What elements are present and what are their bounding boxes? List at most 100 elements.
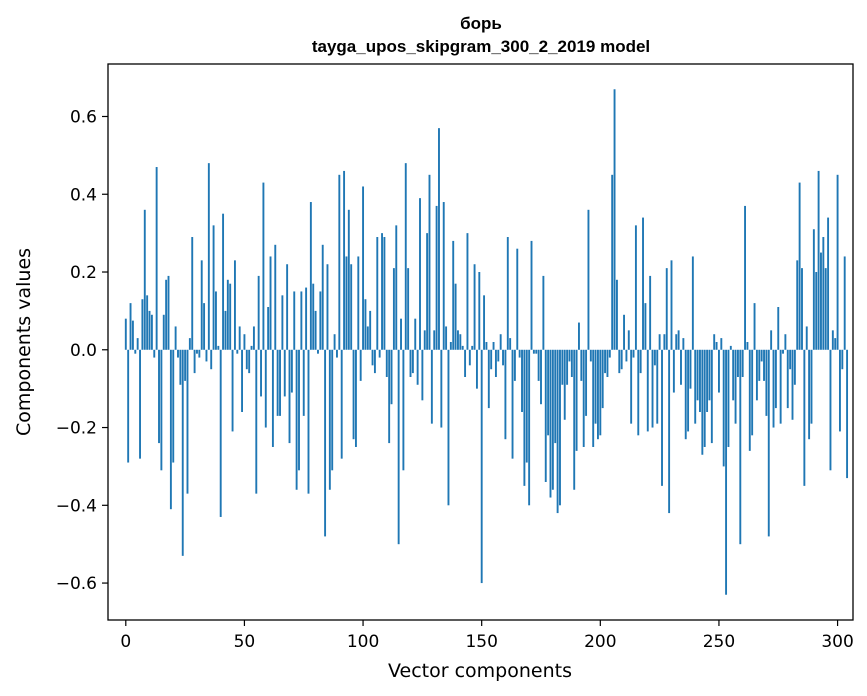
bar bbox=[366, 326, 369, 350]
bar bbox=[433, 330, 436, 350]
bar bbox=[331, 349, 334, 471]
bar bbox=[763, 349, 765, 381]
bar bbox=[639, 349, 642, 374]
bar bbox=[575, 349, 578, 451]
bar bbox=[758, 349, 761, 381]
y-axis: −0.6 −0.4 −0.2 0.0 0.2 0.4 0.6 bbox=[56, 107, 108, 594]
bar bbox=[428, 174, 431, 350]
bar bbox=[288, 349, 291, 444]
bar bbox=[452, 240, 455, 350]
bar bbox=[390, 349, 393, 405]
bar bbox=[487, 349, 490, 409]
bar bbox=[136, 338, 139, 350]
bar bbox=[196, 349, 198, 354]
y-tick-label: 0.2 bbox=[70, 263, 97, 283]
bar bbox=[340, 349, 343, 459]
bar bbox=[502, 349, 504, 366]
y-tick-label: 0.0 bbox=[70, 341, 97, 361]
bar bbox=[471, 345, 474, 350]
bar bbox=[193, 349, 196, 374]
bar bbox=[426, 233, 429, 350]
bar bbox=[772, 349, 775, 428]
bar bbox=[578, 322, 580, 350]
bar bbox=[395, 225, 398, 350]
bar bbox=[167, 275, 170, 350]
bar bbox=[846, 349, 849, 479]
bar bbox=[566, 349, 569, 385]
bar bbox=[302, 349, 305, 416]
bar bbox=[803, 349, 806, 486]
bar bbox=[252, 326, 255, 350]
bar bbox=[841, 349, 844, 370]
bar bbox=[475, 349, 478, 389]
x-tick-label: 0 bbox=[120, 632, 131, 652]
bar bbox=[281, 295, 284, 350]
bar bbox=[834, 338, 837, 350]
bar bbox=[411, 349, 414, 374]
bar bbox=[549, 349, 552, 498]
bar bbox=[741, 349, 744, 377]
bar bbox=[670, 260, 673, 350]
bar bbox=[687, 349, 690, 432]
bar bbox=[269, 256, 272, 350]
bar bbox=[388, 349, 391, 444]
chart-title: борь bbox=[460, 14, 502, 33]
bar bbox=[293, 291, 296, 350]
bar bbox=[523, 349, 526, 486]
bar bbox=[238, 326, 241, 350]
x-axis: 0 50 100 150 200 250 300 bbox=[120, 620, 854, 652]
bar bbox=[627, 330, 630, 350]
bar bbox=[604, 349, 607, 374]
bar bbox=[179, 349, 182, 385]
bar bbox=[400, 318, 402, 350]
bar bbox=[796, 260, 799, 350]
bar bbox=[727, 349, 730, 447]
bar bbox=[473, 264, 476, 350]
bar bbox=[570, 349, 573, 377]
bar bbox=[791, 349, 794, 420]
bar bbox=[525, 349, 528, 463]
bar bbox=[364, 299, 367, 350]
bar bbox=[371, 349, 374, 366]
bar bbox=[219, 349, 222, 517]
bar bbox=[808, 349, 811, 440]
y-tick-label: 0.6 bbox=[70, 107, 97, 127]
bar bbox=[718, 349, 720, 393]
bar bbox=[321, 244, 324, 350]
bar bbox=[720, 338, 723, 350]
bar bbox=[392, 268, 395, 350]
x-tick-label: 200 bbox=[584, 632, 616, 652]
bar bbox=[767, 349, 770, 537]
bar bbox=[649, 275, 652, 350]
bar bbox=[438, 128, 440, 350]
bar bbox=[532, 349, 535, 354]
bar bbox=[352, 349, 355, 440]
bar bbox=[328, 349, 331, 490]
bar bbox=[497, 349, 500, 362]
bar bbox=[385, 349, 388, 377]
bar bbox=[494, 349, 497, 377]
bar bbox=[812, 229, 815, 350]
bar bbox=[599, 349, 602, 436]
bar bbox=[276, 349, 279, 416]
bar bbox=[286, 264, 289, 350]
bar bbox=[820, 252, 822, 350]
bar bbox=[551, 349, 554, 490]
bar bbox=[274, 244, 277, 350]
bar bbox=[369, 310, 372, 350]
bar bbox=[298, 349, 300, 471]
bar bbox=[689, 349, 692, 389]
bar bbox=[729, 345, 732, 350]
bar bbox=[789, 349, 792, 370]
bar bbox=[143, 209, 146, 350]
bar bbox=[568, 349, 571, 362]
bar bbox=[634, 225, 637, 350]
bar bbox=[774, 349, 777, 409]
bar bbox=[162, 314, 165, 350]
bar bbox=[608, 349, 611, 358]
bars-group bbox=[124, 89, 849, 595]
bar bbox=[760, 349, 763, 362]
bar bbox=[381, 233, 383, 350]
bar bbox=[836, 174, 839, 350]
bar bbox=[675, 334, 678, 350]
